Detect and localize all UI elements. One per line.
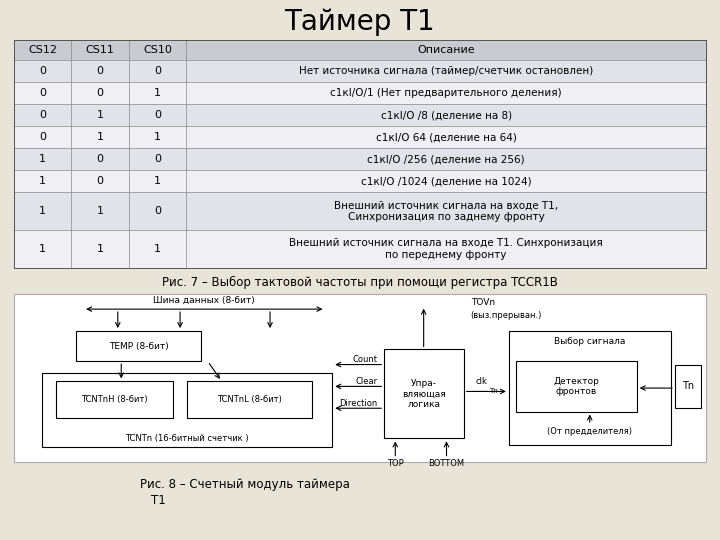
Text: 1: 1	[154, 132, 161, 142]
Text: Упра-
вляющая
логика: Упра- вляющая логика	[402, 379, 446, 409]
Bar	[14, 40, 706, 60]
Bar	[14, 148, 706, 170]
Text: Таймер Т1: Таймер Т1	[284, 8, 436, 36]
Text: TOP: TOP	[387, 459, 404, 468]
Text: 1: 1	[154, 88, 161, 98]
Text: с1кI/O /256 (деление на 256): с1кI/O /256 (деление на 256)	[367, 154, 525, 164]
Text: 0: 0	[96, 176, 104, 186]
Text: 0: 0	[39, 88, 46, 98]
Text: TEMP (8-бит): TEMP (8-бит)	[109, 342, 168, 350]
Text: 1: 1	[154, 244, 161, 254]
Bar	[76, 331, 201, 361]
Text: Рис. 7 – Выбор тактовой частоты при помощи регистра TCCR1B: Рис. 7 – Выбор тактовой частоты при помо…	[162, 275, 558, 288]
Text: 0: 0	[96, 88, 104, 98]
Text: TCNTnH (8-бит): TCNTnH (8-бит)	[81, 395, 148, 404]
Text: Count: Count	[352, 355, 377, 364]
Bar	[14, 104, 706, 126]
Bar	[14, 60, 706, 82]
Text: 1: 1	[96, 244, 104, 254]
Text: CS12: CS12	[28, 45, 57, 55]
Bar	[509, 331, 671, 445]
Text: Clear: Clear	[355, 377, 377, 386]
Text: с1кI/O/1 (Нет предварительного деления): с1кI/O/1 (Нет предварительного деления)	[330, 88, 562, 98]
Bar	[384, 349, 464, 438]
Bar	[14, 192, 706, 230]
Text: 1: 1	[39, 176, 46, 186]
Text: 0: 0	[39, 110, 46, 120]
Bar	[14, 126, 706, 148]
Text: с1кI/O 64 (деление на 64): с1кI/O 64 (деление на 64)	[376, 132, 516, 142]
Text: 0: 0	[96, 154, 104, 164]
Text: Выбор сигнала: Выбор сигнала	[554, 336, 626, 346]
Bar	[516, 361, 636, 411]
Text: 0: 0	[39, 66, 46, 76]
Text: 1: 1	[39, 154, 46, 164]
Text: TOVn: TOVn	[471, 298, 495, 307]
Text: clk: clk	[475, 377, 487, 386]
Text: Direction: Direction	[339, 399, 377, 408]
Text: 0: 0	[39, 132, 46, 142]
Text: (От предделителя): (От предделителя)	[547, 427, 632, 436]
Bar	[675, 364, 701, 408]
Bar	[42, 373, 333, 447]
Text: 1: 1	[39, 206, 46, 216]
Text: Описание: Описание	[418, 45, 475, 55]
Text: Т1: Т1	[151, 494, 166, 507]
Text: 0: 0	[154, 206, 161, 216]
Text: с1кI/O /1024 (деление на 1024): с1кI/O /1024 (деление на 1024)	[361, 176, 531, 186]
Text: Tn: Tn	[489, 388, 498, 394]
Text: TCNTn (16-битный счетчик ): TCNTn (16-битный счетчик )	[125, 434, 249, 443]
Text: Рис. 8 – Счетный модуль таймера: Рис. 8 – Счетный модуль таймера	[140, 478, 350, 491]
Text: 0: 0	[154, 154, 161, 164]
Text: Детектор
фронтов: Детектор фронтов	[553, 377, 599, 396]
Bar	[14, 294, 706, 462]
Text: 1: 1	[96, 110, 104, 120]
Bar	[14, 170, 706, 192]
Text: (выз.прерыван.): (выз.прерыван.)	[471, 312, 542, 320]
Text: BOTTOM: BOTTOM	[428, 459, 464, 468]
Text: Шина данных (8-бит): Шина данных (8-бит)	[153, 296, 255, 305]
Text: 0: 0	[154, 66, 161, 76]
Text: с1кI/O /8 (деление на 8): с1кI/O /8 (деление на 8)	[381, 110, 512, 120]
Text: 0: 0	[154, 110, 161, 120]
Text: CS10: CS10	[143, 45, 172, 55]
Text: Нет источника сигнала (таймер/счетчик остановлен): Нет источника сигнала (таймер/счетчик ос…	[299, 66, 593, 76]
Bar	[187, 381, 312, 418]
Text: Внешний источник сигнала на входе Т1,
Синхронизация по заднему фронту: Внешний источник сигнала на входе Т1, Си…	[334, 200, 558, 222]
Bar	[14, 230, 706, 268]
Bar	[14, 82, 706, 104]
Text: Tn: Tn	[682, 381, 694, 391]
Text: TCNTnL (8-бит): TCNTnL (8-бит)	[217, 395, 282, 404]
Text: 0: 0	[96, 66, 104, 76]
Text: 1: 1	[39, 244, 46, 254]
Text: 1: 1	[96, 132, 104, 142]
Text: 1: 1	[96, 206, 104, 216]
Text: Внешний источник сигнала на входе Т1. Синхронизация
по переднему фронту: Внешний источник сигнала на входе Т1. Си…	[289, 238, 603, 260]
Bar	[55, 381, 174, 418]
Text: CS11: CS11	[86, 45, 114, 55]
Text: 1: 1	[154, 176, 161, 186]
